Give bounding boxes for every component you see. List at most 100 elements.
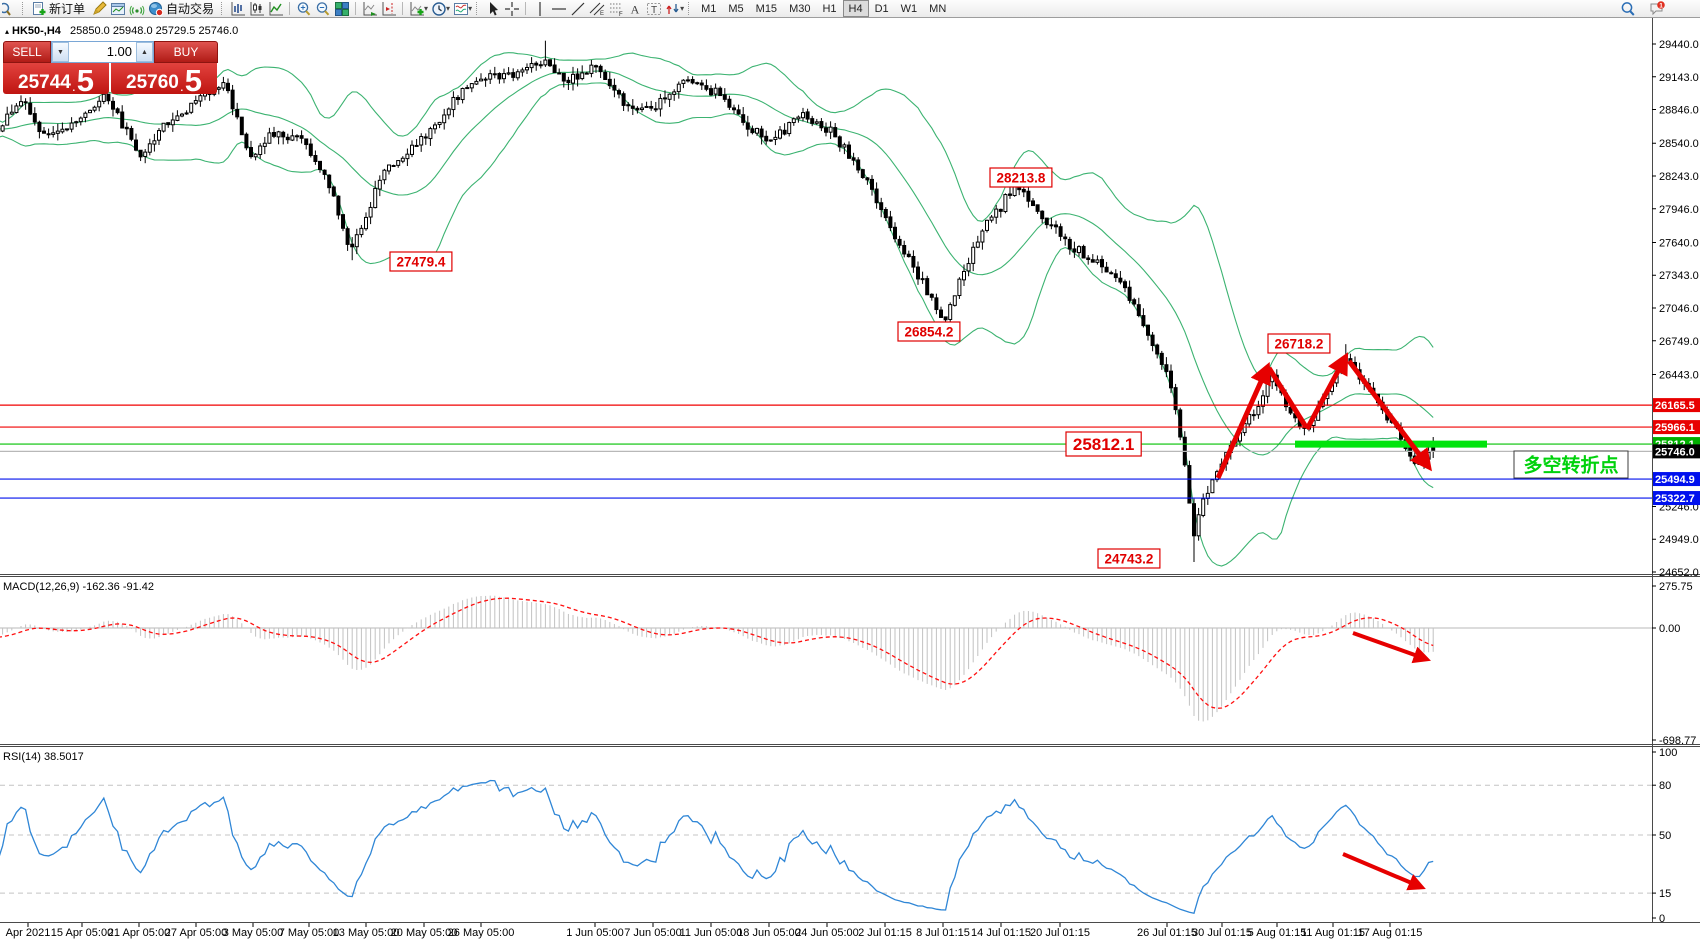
timeframe-button-d1[interactable]: D1 — [874, 2, 889, 15]
text-icon[interactable]: A — [625, 1, 644, 17]
timeframe-button-h1[interactable]: H1 — [822, 2, 837, 15]
ohlc-high: 25948.0 — [112, 25, 153, 37]
price-tag-text: 27479.4 — [397, 254, 446, 269]
price-axis-tick: 27343.0 — [1659, 270, 1699, 282]
candlestick-chart-icon[interactable] — [247, 1, 266, 17]
buy-price[interactable]: 25760 . 5 — [111, 63, 217, 96]
sell-button[interactable]: SELL — [3, 41, 51, 63]
volume-decrease-button[interactable]: ▼ — [52, 42, 69, 62]
price-tag-box[interactable] — [1097, 548, 1161, 569]
arrows-dropdown-icon[interactable]: ▾ — [680, 4, 685, 13]
toolbar: 新订单 自动交易 ▾ ▾ ▾ E F A T ▾ M1 M5 M15 M30 H1 H4 D1 W1 MN 1 — [0, 0, 1700, 18]
zoom-in-icon[interactable] — [294, 1, 313, 17]
price-axis-label: 25746.0 — [1653, 444, 1700, 459]
macd-arrow[interactable] — [1352, 631, 1431, 664]
price-tag-box[interactable] — [897, 321, 961, 342]
sell-price[interactable]: 25744 . 5 — [3, 62, 109, 98]
vertical-line-icon[interactable] — [530, 1, 549, 17]
auto-trading-icon[interactable] — [146, 1, 165, 17]
macd-label: MACD(12,26,9) -162.36 -91.42 — [3, 581, 154, 593]
time-axis-label: 1 Jun 05:00 — [566, 927, 624, 939]
tile-windows-icon[interactable] — [332, 1, 351, 17]
rsi-arrow[interactable] — [1342, 852, 1426, 891]
price-tag-box[interactable] — [1267, 333, 1331, 354]
horizontal-line-icon[interactable] — [549, 1, 568, 17]
templates-icon[interactable] — [451, 1, 470, 17]
price-tag-box[interactable] — [1065, 431, 1142, 457]
price-tag-text: 25812.1 — [1073, 435, 1134, 454]
price-axis-tick: 28540.0 — [1659, 138, 1699, 150]
magnifier-partial-icon[interactable] — [0, 1, 19, 17]
new-order-icon[interactable] — [29, 1, 48, 17]
trend-arrow[interactable] — [1347, 359, 1432, 472]
price-axis-tick: 25246.0 — [1659, 501, 1699, 513]
sell-price-dot: . — [71, 78, 76, 94]
periods-icon[interactable] — [429, 1, 448, 17]
collapse-marker-icon[interactable]: ▴ — [5, 27, 10, 36]
periods-dropdown-icon[interactable]: ▾ — [446, 4, 451, 13]
chart-window-icon[interactable] — [108, 1, 127, 17]
price-axis-tick: 28243.0 — [1659, 171, 1699, 183]
buy-price-dot: . — [179, 78, 184, 94]
svg-text:25966.1: 25966.1 — [1655, 422, 1695, 434]
templates-dropdown-icon[interactable]: ▾ — [468, 4, 473, 13]
volume-input[interactable]: 1.00 — [106, 44, 132, 59]
timeframe-button-mn[interactable]: MN — [929, 2, 947, 15]
price-tag-box[interactable] — [989, 167, 1053, 188]
time-axis-label: 7 May 05:00 — [279, 927, 340, 939]
signal-icon[interactable] — [127, 1, 146, 17]
timeframe-button-m30[interactable]: M30 — [789, 2, 811, 15]
timeframe-button-m15[interactable]: M15 — [755, 2, 778, 15]
crosshair-icon[interactable] — [502, 1, 521, 17]
timeframe-button-h4[interactable]: H4 — [842, 0, 869, 17]
time-axis-label: 15 Apr 05:00 — [51, 927, 113, 939]
fibonacci-icon[interactable]: F — [606, 1, 625, 17]
zoom-out-icon[interactable] — [313, 1, 332, 17]
arrows-icon[interactable] — [663, 1, 682, 17]
time-axis-label: 24 Jun 05:00 — [795, 927, 859, 939]
timeframe-button-m1[interactable]: M1 — [701, 2, 717, 15]
chart-shift-icon[interactable] — [379, 1, 398, 17]
line-chart-icon[interactable] — [266, 1, 285, 17]
trend-arrow[interactable] — [1266, 366, 1309, 429]
trend-arrow[interactable] — [1215, 361, 1271, 480]
trendline-icon[interactable] — [568, 1, 587, 17]
sell-price-pips: 5 — [76, 62, 94, 98]
price-axis-label: 25322.7 — [1653, 491, 1700, 506]
macd-axis-tick: 275.75 — [1659, 581, 1693, 593]
indicators-icon[interactable] — [407, 1, 426, 17]
timeframe-button-m5[interactable]: M5 — [728, 2, 744, 15]
price-axis-label: 25494.9 — [1653, 472, 1700, 487]
bar-chart-icon[interactable] — [228, 1, 247, 17]
text-label-icon[interactable]: T — [644, 1, 663, 17]
cursor-icon[interactable] — [483, 1, 502, 17]
indicators-dropdown-icon[interactable]: ▾ — [424, 4, 429, 13]
trend-arrows — [1215, 352, 1432, 480]
volume-increase-button[interactable]: ▲ — [136, 42, 153, 62]
search-icon[interactable] — [1618, 1, 1637, 17]
rsi-axis-tick: 100 — [1659, 747, 1677, 759]
note-annotation[interactable]: 多空转折点 — [1513, 450, 1629, 479]
channel-icon[interactable]: E — [587, 1, 606, 17]
horizontal-level-lines — [0, 404, 1652, 499]
price-axis-tick: 24652.0 — [1659, 567, 1699, 579]
toolbar-label[interactable]: 新订单 — [49, 2, 86, 16]
crayon-icon[interactable] — [89, 0, 108, 17]
toolbar-grip — [221, 2, 225, 15]
price-axis-tick: 26749.0 — [1659, 336, 1699, 348]
timeframe-button-w1[interactable]: W1 — [900, 2, 918, 15]
time-axis-label: 30 Jul 01:15 — [1192, 927, 1252, 939]
price-axis-tick: 27046.0 — [1659, 303, 1699, 315]
toolbar-grip — [688, 2, 692, 15]
buy-button[interactable]: BUY — [154, 41, 218, 63]
toolbar-grip — [476, 2, 480, 15]
toolbar-label[interactable]: 自动交易 — [166, 2, 215, 16]
ohlc-close: 25746.0 — [198, 25, 239, 37]
price-tag-box[interactable] — [389, 251, 453, 272]
price-tag-text: 28213.8 — [997, 170, 1046, 185]
svg-text:A: A — [630, 2, 639, 16]
auto-scroll-icon[interactable] — [360, 1, 379, 17]
chat-icon[interactable]: 1 — [1647, 0, 1666, 17]
trend-arrow[interactable] — [1304, 352, 1349, 431]
